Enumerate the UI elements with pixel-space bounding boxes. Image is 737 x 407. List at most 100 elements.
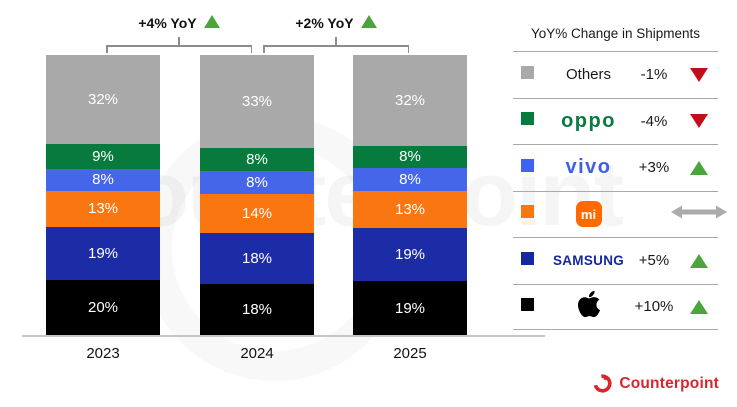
trend-down-icon [690,67,708,82]
yoy-annotation-text: +2% YoY [295,15,354,31]
legend-trend-cell [680,160,718,175]
bar-segment-value: 8% [246,173,268,191]
legend-swatch-cell [521,112,549,130]
bracket-tick [250,45,252,53]
legend-logo-cell: Others [549,66,628,83]
yoy-annotation-text: +4% YoY [138,15,197,31]
bar-segment-value: 8% [92,171,114,189]
bar-segment-value: 18% [241,250,273,268]
bar-segment-value: 8% [399,170,421,188]
bar-segment-vivo: 8% [353,168,467,191]
legend-logo-cell: SAMSUNG [549,253,628,268]
yoy-annotation: +4% YoY [104,15,254,31]
bracket-tick [407,45,409,53]
legend-logo-cell: vivo [549,156,628,179]
legend-row-samsung: SAMSUNG +5% [513,237,718,284]
legend-logo-cell: mi [549,201,628,228]
legend-rows: Others -1% oppo -4% vivo +3% mi SAMSUNG +5% +10% [513,51,727,330]
bar-segment-value: 13% [87,200,119,218]
legend-swatch [521,158,534,172]
trend-down-icon [690,114,708,129]
bracket-mid-tick [335,37,337,45]
trend-up-icon [360,15,377,28]
bar-segment-samsung: 18% [200,233,314,285]
legend-swatch [521,205,534,219]
bar-segment-value: 13% [394,200,426,218]
legend-change-value: -1% [640,66,668,84]
legend-row-apple: +10% [513,283,718,330]
bar-segment-samsung: 19% [46,226,160,280]
bar-segment-value: 14% [241,204,273,222]
bracket-line [263,45,409,47]
oppo-logo: oppo [561,109,616,132]
legend-trend-cell [680,253,718,268]
legend-change-value: +3% [638,159,670,177]
legend-swatch-cell [521,251,549,270]
stacked-bar-2025: 32% 8% 8% 13% 19% 19% [353,55,467,335]
trend-up-icon [690,299,708,314]
trend-up-icon [690,160,708,175]
bar-segment-vivo: 8% [46,168,160,191]
counterpoint-icon [593,374,612,393]
axis-label-2023: 2023 [86,345,120,362]
counterpoint-logo: Counterpoint [592,373,719,394]
legend-swatch [521,112,534,126]
legend-trend-cell [680,299,718,314]
legend-row-others: Others -1% [513,51,718,98]
trend-flat-icon [671,205,727,224]
bar-segment-others: 32% [353,55,467,146]
legend-swatch-cell [521,65,549,84]
bar-segment-samsung: 19% [353,227,467,282]
bar-segment-value: 8% [399,148,421,166]
bar-segment-others: 33% [200,55,314,149]
legend-swatch-cell [521,158,549,177]
legend-swatch-cell [521,205,549,223]
bar-segment-value: 33% [241,93,273,111]
legend-logo-cell: oppo [549,110,628,133]
mi-logo-icon: mi [575,201,602,228]
bar-segment-apple: 19% [353,281,467,335]
legend-swatch [521,251,534,265]
legend-change-value: +5% [638,252,670,270]
bar-segment-value: 20% [87,298,119,316]
apple-logo-icon [576,289,602,324]
bar-segment-xiaomi: 13% [46,190,160,227]
bar-segment-value: 19% [394,245,426,263]
bar-segment-apple: 18% [200,284,314,335]
legend-row-vivo: vivo +3% [513,144,718,191]
bar-segment-value: 32% [394,91,426,109]
stacked-bar-2024: 33% 8% 8% 14% 18% 18% [200,55,314,335]
counterpoint-wordmark: Counterpoint [619,374,719,392]
x-axis-line [22,335,545,337]
bar-segment-value: 8% [246,151,268,169]
others-label: Others [565,66,611,84]
legend-panel: YoY% Change in Shipments Others -1% oppo -4… [513,22,727,330]
trend-up-icon [203,15,220,28]
legend-row-mi: mi [513,190,727,238]
bar-segment-oppo: 8% [200,148,314,171]
bracket-tick [263,45,265,53]
bracket-mid-tick [178,37,180,45]
axis-label-2025: 2025 [393,345,427,362]
bar-segment-xiaomi: 14% [200,193,314,234]
samsung-logo: SAMSUNG [552,253,625,269]
bar-segment-value: 19% [87,244,119,262]
bar-segment-value: 32% [87,90,119,108]
bar-segment-value: 9% [92,147,114,165]
trend-up-icon [690,253,708,268]
yoy-annotation: +2% YoY [261,15,411,31]
legend-trend-cell [680,114,718,129]
bar-segment-oppo: 8% [353,145,467,169]
legend-logo-cell [549,289,628,324]
bar-segment-others: 32% [46,55,160,144]
bar-segment-vivo: 8% [200,170,314,194]
legend-title: YoY% Change in Shipments [530,26,701,41]
bar-segment-value: 18% [241,301,273,319]
bar-segment-oppo: 9% [46,143,160,169]
bracket-line [106,45,252,47]
legend-change-value: +10% [634,298,674,316]
bar-segment-apple: 20% [46,279,160,335]
legend-swatch [521,65,534,79]
